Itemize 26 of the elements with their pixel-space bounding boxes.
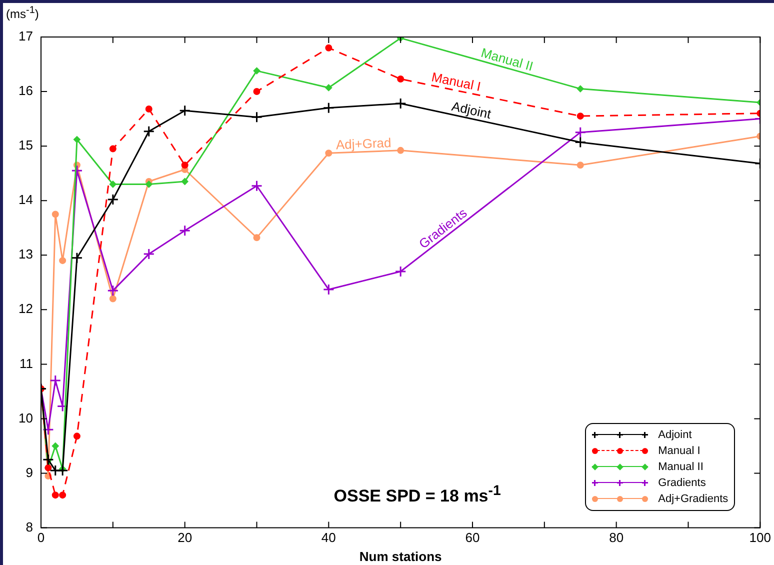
annotation: Adjoint — [450, 98, 493, 122]
x-tick-label: 20 — [178, 530, 192, 546]
x-tick-label: 60 — [465, 530, 480, 546]
y-tick-label: 9 — [26, 464, 33, 480]
y-tick-label: 16 — [18, 83, 33, 98]
annotation: Adj+Grad — [336, 135, 392, 152]
y-tick-label: 17 — [18, 28, 33, 44]
legend-label: Adj+Gradients — [658, 492, 728, 505]
y-tick-label: 8 — [26, 519, 33, 534]
y-tick-label: 12 — [18, 301, 33, 316]
y-tick-label: 15 — [18, 138, 33, 153]
y-tick-label: 10 — [18, 410, 33, 426]
y-tick-label: 11 — [20, 356, 33, 371]
y-tick-label: 13 — [18, 246, 33, 262]
legend-label: Manual I — [658, 444, 700, 457]
x-tick-label: 80 — [609, 530, 624, 546]
y-axis-title: (ms$^{-1}$) — [6, 5, 39, 21]
x-tick-label: 40 — [321, 530, 336, 546]
legend-label: Manual II — [658, 460, 704, 473]
y-tick-label: 14 — [18, 192, 33, 208]
x-tick-label: 100 — [749, 530, 772, 546]
legend-label: Adjoint — [658, 428, 692, 441]
annotation: OSSE SPD = 18 ms$^{-1}$ — [334, 482, 501, 506]
x-axis-title: Num stations — [359, 548, 442, 564]
legend-label: Gradients — [658, 476, 706, 489]
x-tick-label: 0 — [37, 530, 45, 546]
